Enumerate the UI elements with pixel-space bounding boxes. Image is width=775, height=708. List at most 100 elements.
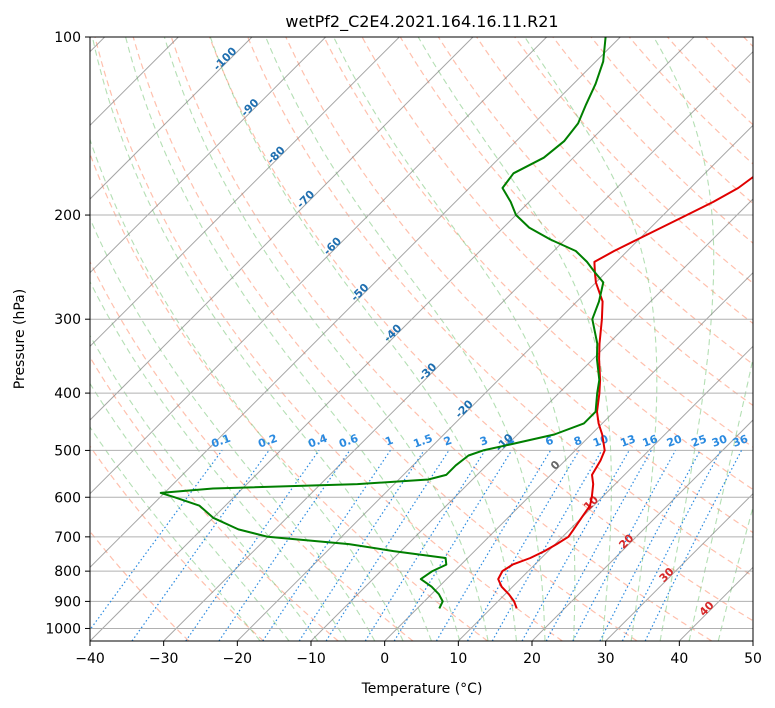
dry-adiabat bbox=[170, 37, 713, 641]
y-axis-title: Pressure (hPa) bbox=[12, 289, 28, 389]
moist-adiabat bbox=[90, 382, 290, 641]
dry-adiabat bbox=[323, 37, 753, 491]
x-tick-label: 40 bbox=[670, 651, 688, 667]
isotherm-line bbox=[90, 37, 474, 421]
isotherm-label: -60 bbox=[321, 234, 344, 257]
y-tick-label: 300 bbox=[54, 312, 81, 328]
dewpoint-profile-line bbox=[159, 37, 607, 609]
dry-adiabat bbox=[247, 37, 753, 577]
isotherm-label: -20 bbox=[453, 397, 476, 420]
x-tick-label: 10 bbox=[449, 651, 467, 667]
y-tick-label: 700 bbox=[54, 530, 81, 546]
y-tick-label: 1000 bbox=[45, 621, 81, 637]
moist-adiabat bbox=[417, 37, 612, 641]
dry-adiabat bbox=[90, 152, 488, 641]
isotherm-line bbox=[90, 37, 253, 200]
moist-adiabat bbox=[717, 505, 753, 641]
y-tick-label: 400 bbox=[54, 386, 81, 402]
profile-lines bbox=[159, 37, 753, 609]
moist-adiabat bbox=[265, 37, 546, 641]
moist-adiabat bbox=[90, 280, 347, 641]
mixing-ratio-label: 20 bbox=[665, 432, 684, 450]
y-tick-label: 500 bbox=[54, 443, 81, 459]
isotherm-line bbox=[531, 419, 753, 641]
mixing-ratio-line bbox=[90, 450, 223, 631]
moist-adiabat bbox=[688, 355, 753, 641]
y-tick-label: 200 bbox=[54, 208, 81, 224]
isotherm-line bbox=[90, 37, 548, 495]
dry-adiabat bbox=[666, 37, 753, 126]
isotherm-line bbox=[236, 124, 753, 641]
mixing-ratio-line bbox=[435, 450, 552, 641]
isotherm-line bbox=[457, 345, 753, 641]
moist-adiabat bbox=[125, 37, 461, 641]
isotherm-label: -40 bbox=[381, 321, 404, 344]
isotherm-label: -80 bbox=[265, 143, 288, 166]
isotherm-line bbox=[90, 37, 327, 274]
mixing-ratio-label: 4 bbox=[505, 434, 517, 449]
isotherm-label: -90 bbox=[238, 96, 261, 119]
mixing-ratio-label: 25 bbox=[690, 432, 709, 449]
y-tick-label: 800 bbox=[54, 564, 81, 580]
dry-adiabat bbox=[94, 37, 563, 641]
isotherm-line bbox=[384, 271, 753, 641]
mixing-ratio-label: 16 bbox=[641, 432, 660, 450]
mixing-ratio-label: 13 bbox=[619, 432, 638, 449]
mixing-ratio-label: 0.1 bbox=[210, 432, 233, 451]
temperature-profile-line bbox=[497, 175, 753, 609]
y-tick-label: 900 bbox=[54, 594, 81, 610]
dry-adiabat bbox=[285, 37, 753, 534]
mixing-ratio-line bbox=[325, 450, 450, 641]
x-tick-label: 50 bbox=[744, 651, 762, 667]
dry-adiabat bbox=[90, 356, 339, 641]
isotherm-label: 20 bbox=[616, 531, 636, 551]
moist-adiabat bbox=[90, 137, 404, 641]
mixing-ratio-line bbox=[185, 450, 320, 641]
dry-adiabat bbox=[208, 37, 753, 622]
mixing-ratio-line bbox=[599, 450, 701, 641]
mixing-ratio-line bbox=[621, 450, 722, 641]
x-axis-title: Temperature (°C) bbox=[361, 681, 483, 697]
dry-adiabat bbox=[705, 37, 753, 87]
mixing-ratio-label: 30 bbox=[710, 432, 729, 450]
moist-adiabat bbox=[91, 37, 432, 641]
mixing-ratio-line bbox=[262, 450, 391, 641]
dry-adiabat bbox=[437, 37, 753, 365]
mixing-ratio-label: 2 bbox=[442, 434, 454, 449]
isotherm-line bbox=[605, 492, 753, 641]
mixing-ratio-label: 36 bbox=[731, 432, 750, 450]
mixing-ratio-label: 10 bbox=[591, 432, 610, 450]
y-tick-label: 100 bbox=[54, 30, 81, 46]
x-tick-label: 0 bbox=[380, 651, 389, 667]
mixing-ratio-line bbox=[572, 450, 677, 641]
x-tick-label: 30 bbox=[597, 651, 615, 667]
isotherm-label: -70 bbox=[294, 188, 317, 211]
moist-adiabat bbox=[653, 37, 715, 641]
moist-adiabat bbox=[90, 334, 319, 641]
mixing-ratio-label: 0.2 bbox=[256, 432, 279, 451]
dry-adiabat bbox=[90, 260, 414, 641]
isotherm-line bbox=[90, 37, 695, 641]
mixing-ratio-label: 0.6 bbox=[337, 432, 360, 451]
x-tick-label: −40 bbox=[75, 651, 105, 667]
moist-adiabat bbox=[524, 37, 658, 641]
moist-adiabat bbox=[90, 426, 261, 641]
mixing-ratio-line bbox=[644, 450, 743, 641]
isotherm-label: -30 bbox=[416, 360, 439, 383]
reference-line-labels: 0.1 0.2 0.4 0.6 1 1.5 2 3 4 6 8 10 13 16 20 25 30 36-100-… bbox=[210, 44, 750, 618]
mixing-ratio-label: 3 bbox=[478, 434, 490, 449]
mixing-ratio-label: 0.4 bbox=[306, 432, 329, 451]
mixing-ratio-line bbox=[393, 450, 513, 641]
dry-adiabat bbox=[743, 37, 753, 48]
axes: −40 −30 −20 −10 0 10 20 30 40 50 1000 900 800 700 600 5… bbox=[45, 30, 762, 667]
isotherm-line bbox=[752, 640, 753, 641]
x-tick-label: −30 bbox=[149, 651, 179, 667]
isotherm-line bbox=[678, 566, 753, 641]
dry-adiabat bbox=[590, 37, 753, 205]
mixing-ratio-label: 1.5 bbox=[412, 432, 435, 451]
mixing-ratio-line bbox=[218, 450, 351, 641]
x-tick-label: 20 bbox=[523, 651, 541, 667]
mixing-ratio-label: 1 bbox=[383, 434, 395, 449]
mixing-ratio-line bbox=[131, 450, 270, 641]
